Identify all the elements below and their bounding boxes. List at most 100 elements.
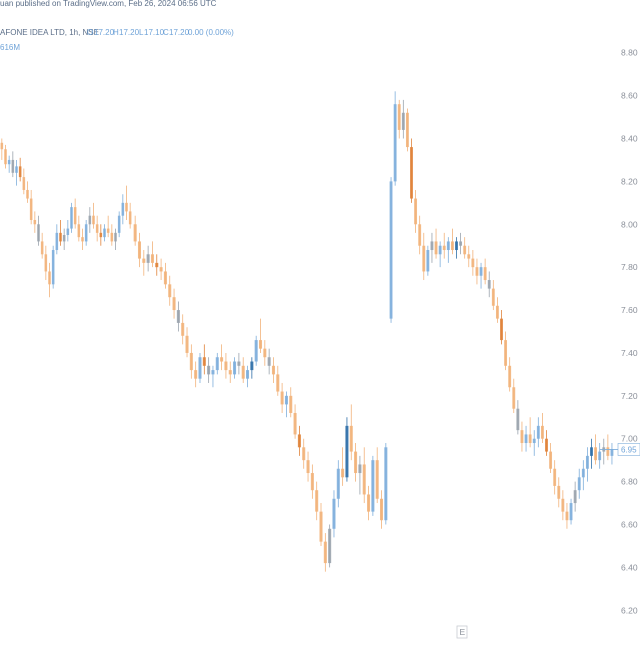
candle [524, 425, 528, 452]
candle-body [336, 468, 340, 499]
candle [88, 207, 92, 233]
candle-body [508, 365, 512, 388]
candle-body [549, 451, 553, 469]
candle [540, 412, 544, 444]
candle [581, 460, 585, 491]
candle [467, 245, 471, 268]
candle-body [106, 228, 110, 233]
candle [241, 357, 245, 383]
candle-body [220, 357, 224, 362]
candle [284, 391, 288, 418]
candle [215, 352, 219, 375]
candle-body [520, 430, 524, 444]
candle [37, 215, 40, 246]
candle-body [358, 464, 362, 474]
price-axis[interactable]: 8.80 8.60 8.40 8.20 8.00 7.80 7.60 7.40 7.20 7.00… [600, 48, 640, 616]
candle [384, 443, 388, 525]
candle-body [487, 280, 491, 289]
candle-body [463, 245, 467, 255]
candle-body [207, 365, 211, 375]
candle [125, 185, 128, 220]
candle [11, 151, 15, 178]
candle [159, 258, 163, 281]
candle [73, 198, 77, 229]
y-tick-label: 8.40 [621, 134, 638, 144]
candle [520, 421, 524, 452]
candle-body [29, 198, 33, 220]
candle [475, 258, 479, 285]
candle [48, 262, 51, 298]
candle [66, 219, 70, 242]
candle [155, 254, 159, 276]
candle-body [471, 258, 475, 268]
candle [224, 352, 228, 379]
candle [59, 219, 62, 246]
candle-body [137, 241, 141, 259]
candle-body [367, 494, 371, 512]
candle-body [577, 477, 581, 491]
candle-body [528, 434, 532, 444]
candle-body [581, 468, 585, 478]
y-tick-label: 6.20 [621, 605, 638, 615]
candle-body [328, 528, 332, 564]
candle-body [121, 202, 125, 216]
candle [336, 460, 340, 508]
candle-body [37, 224, 40, 242]
candle [263, 340, 267, 366]
candle-body [438, 245, 442, 255]
candle [349, 404, 353, 461]
candle-body [598, 451, 602, 461]
candle-body [450, 241, 454, 251]
ohlc-close: 17.20 [169, 28, 190, 37]
candle [450, 228, 454, 255]
candle [0, 138, 4, 160]
candle [15, 159, 18, 186]
candle-body [110, 232, 114, 242]
candle-body [142, 258, 146, 263]
candle [495, 297, 499, 323]
candle-body [0, 142, 4, 150]
candle [254, 335, 258, 366]
candle-body [95, 224, 99, 233]
candle-body [198, 357, 202, 379]
candle-body [103, 228, 106, 238]
candle [602, 438, 606, 465]
candle [228, 361, 232, 383]
candle [198, 352, 202, 383]
candle-body [125, 202, 128, 212]
candle [512, 378, 516, 413]
last-price-box [617, 443, 640, 456]
candle [358, 455, 362, 495]
candle-body [4, 149, 7, 165]
candle-body [375, 460, 379, 499]
candle [280, 382, 284, 413]
candle-body [594, 447, 598, 461]
candle-body [434, 241, 438, 255]
candle [491, 280, 495, 311]
candle-body [258, 340, 263, 349]
candle [310, 464, 314, 499]
candle [598, 443, 602, 469]
candle [33, 211, 37, 233]
candle [569, 498, 573, 525]
candle [397, 99, 401, 139]
y-tick-label: 8.80 [621, 48, 638, 58]
candle [577, 468, 581, 499]
candle [92, 202, 95, 229]
candle [389, 177, 393, 323]
x-axis-marker-box[interactable] [456, 625, 468, 639]
candle-body [315, 490, 319, 512]
candle [237, 352, 241, 375]
candle [297, 425, 301, 456]
candle-body [467, 254, 471, 259]
candle-body [430, 241, 434, 251]
candle [319, 503, 323, 546]
candle-body [362, 464, 366, 495]
y-tick-label: 7.80 [621, 262, 638, 272]
candle [508, 357, 512, 392]
candle-body [181, 322, 185, 336]
candle [371, 455, 375, 516]
candle-body [332, 498, 336, 529]
